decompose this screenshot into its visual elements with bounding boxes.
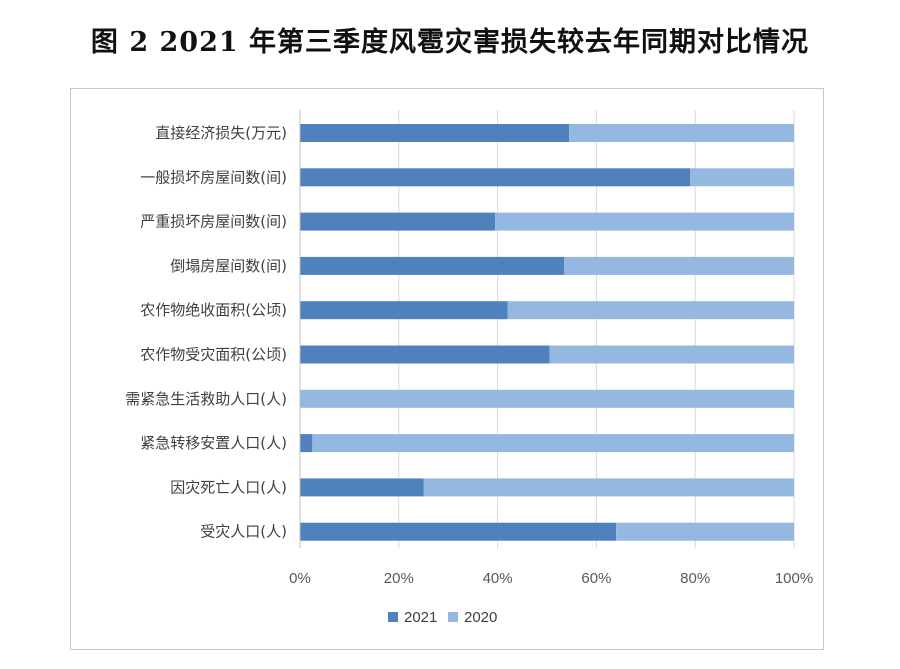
category-label: 直接经济损失(万元) [155,124,287,142]
bar-2020 [569,124,794,142]
bar-2021 [300,256,565,275]
category-label: 受灾人口(人) [200,523,287,541]
category-label: 因灾死亡人口(人) [170,478,287,496]
page-title: 图 2 2021 年第三季度风雹灾害损失较去年同期对比情况 [90,27,810,58]
legend-swatch [388,612,398,622]
category-label: 严重损坏房屋间数(间) [140,213,287,231]
bar-2020 [616,522,794,541]
bar-2020 [549,345,794,364]
x-tick-label: 0% [289,570,311,587]
x-tick-label: 40% [483,570,513,587]
bar-2020 [507,301,794,320]
bar-2020 [564,256,794,275]
legend-swatch [448,612,458,622]
category-label: 倒塌房屋间数(间) [170,257,287,275]
bar-2021 [300,434,313,453]
bar-2021 [300,301,508,320]
bar-2020 [423,478,794,497]
category-label: 一般损坏房屋间数(间) [140,168,287,186]
bar-2021 [300,124,570,142]
bar-2020 [690,168,794,187]
bar-2021 [300,168,691,187]
x-tick-label: 80% [680,570,710,587]
bar-2020 [495,212,794,231]
bar-2020 [300,389,794,408]
bar-2021 [300,522,617,541]
legend-label: 2020 [464,609,497,626]
bar-2021 [300,478,424,497]
bar-2020 [312,434,794,453]
category-label: 需紧急生活救助人口(人) [125,390,287,408]
legend-label: 2021 [404,609,437,626]
category-label: 农作物受灾面积(公顷) [140,346,287,364]
bar-2021 [300,212,496,231]
bar-2021 [300,345,550,364]
category-label: 紧急转移安置人口(人) [140,434,287,452]
x-tick-label: 100% [775,570,813,587]
x-tick-label: 60% [581,570,611,587]
category-label: 农作物绝收面积(公顷) [140,301,287,319]
x-tick-label: 20% [384,570,414,587]
